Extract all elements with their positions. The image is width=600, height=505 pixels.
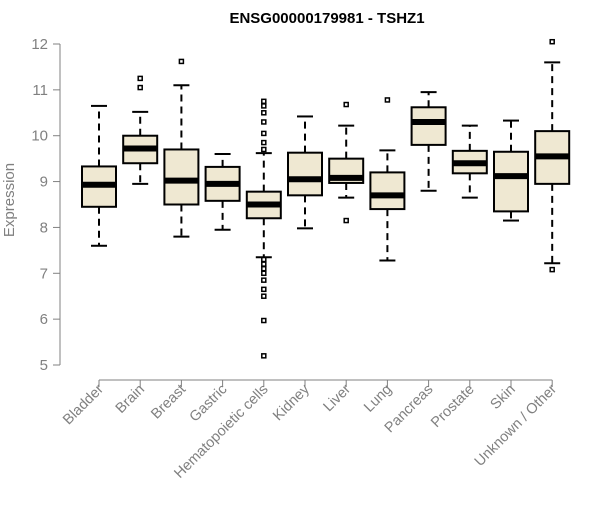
- x-tick-label: Bladder: [60, 381, 107, 428]
- x-tick-label: Lung: [361, 382, 395, 416]
- boxes-group: [81, 38, 571, 359]
- iqr-box: [163, 148, 200, 206]
- x-tick-label: Kidney: [270, 381, 313, 424]
- box-prostate: [451, 124, 488, 199]
- y-tick-label: 5: [40, 357, 48, 374]
- outlier-point: [261, 353, 267, 359]
- y-tick-label: 8: [40, 219, 48, 236]
- outlier-point: [261, 261, 267, 267]
- outlier-point: [549, 266, 555, 273]
- x-tick-label: Skin: [488, 382, 519, 413]
- outlier-point: [137, 75, 143, 82]
- outlier-point: [343, 217, 349, 224]
- axes-group: 5 6 7 8 9 10 11 12: [31, 36, 553, 387]
- iqr-box: [410, 106, 447, 146]
- outlier-point: [137, 84, 143, 91]
- box-brain: [122, 75, 159, 185]
- box-lung: [369, 97, 406, 262]
- x-tick-label: Breast: [148, 382, 189, 423]
- outlier-point: [343, 101, 349, 108]
- box-pancreas: [410, 91, 447, 192]
- outlier-point: [261, 110, 267, 116]
- iqr-box: [369, 171, 406, 211]
- box-bladder: [81, 104, 117, 247]
- outlier-point: [261, 146, 267, 153]
- y-tick-label: 9: [40, 174, 48, 191]
- y-axis-label: Expression: [1, 163, 18, 237]
- box-unknown-other: [534, 38, 571, 273]
- iqr-box: [287, 151, 323, 197]
- outlier-point: [261, 293, 267, 299]
- outlier-point: [261, 286, 267, 293]
- outlier-point: [261, 139, 267, 146]
- outlier-point: [549, 38, 555, 45]
- box-hematopoietic-cells: [245, 98, 282, 359]
- outlier-point: [261, 119, 267, 125]
- outlier-point: [261, 270, 267, 277]
- box-skin: [493, 119, 529, 222]
- box-breast: [163, 58, 200, 238]
- x-tick-label: Prostate: [428, 382, 477, 431]
- y-tick-label: 7: [40, 265, 48, 282]
- chart-title: ENSG00000179981 - TSHZ1: [229, 10, 424, 27]
- outlier-point: [261, 265, 267, 272]
- x-tick-label: Liver: [320, 381, 354, 415]
- outlier-point: [384, 97, 391, 103]
- box-liver: [328, 101, 365, 224]
- outlier-point: [261, 103, 267, 109]
- outlier-point: [261, 256, 267, 263]
- outlier-point: [261, 98, 267, 105]
- outlier-point: [178, 58, 185, 65]
- box-gastric: [204, 153, 241, 231]
- outlier-point: [261, 130, 267, 137]
- outlier-point: [261, 277, 267, 283]
- y-tick-label: 6: [40, 311, 48, 328]
- x-tick-label: Brain: [113, 382, 148, 417]
- iqr-box: [493, 150, 529, 213]
- outlier-point: [261, 317, 267, 324]
- box-kidney: [287, 115, 323, 230]
- y-tick-label: 10: [31, 128, 48, 145]
- y-tick-label: 11: [32, 82, 48, 99]
- y-tick-label: 12: [31, 36, 48, 53]
